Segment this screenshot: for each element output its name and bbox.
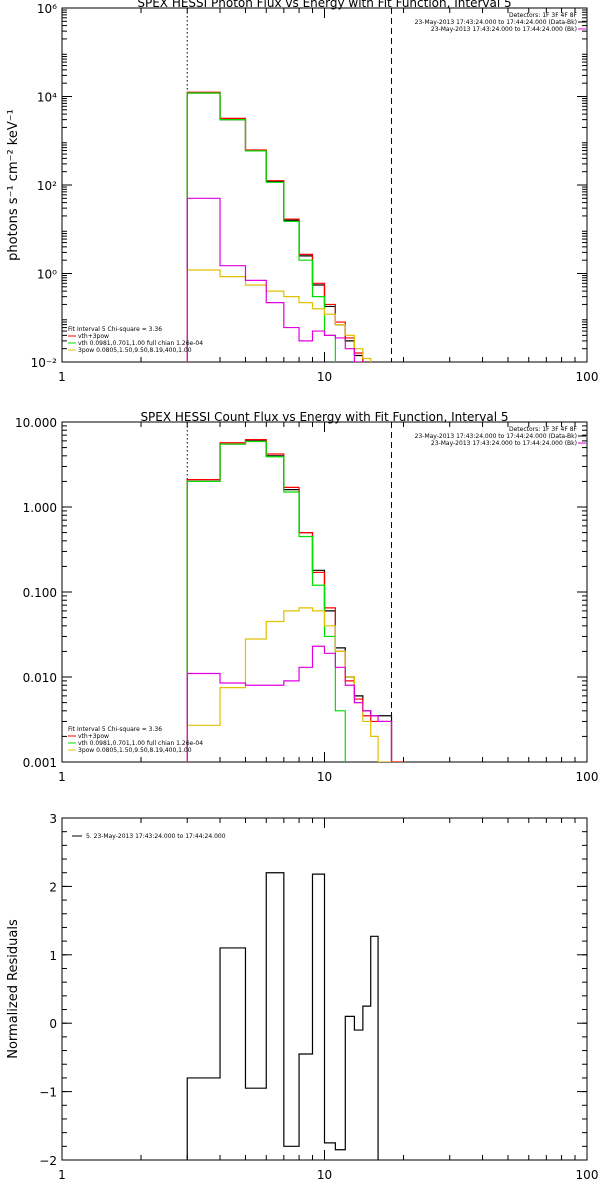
legend-time-range: 23-May-2013 17:43:24.000 to 17:44:24.000… (415, 19, 577, 26)
series-vth-3pow-line (186, 91, 364, 362)
legend-time-range: 23-May-2013 17:43:24.000 to 17:44:24.000… (415, 433, 577, 440)
y-tick-label: 0.100 (23, 586, 57, 600)
x-tick-label: 1 (58, 1168, 66, 1182)
series-3pow-line (186, 269, 372, 362)
legend-entry: 3pow 0.0805,1.50,9.50,8.19,400,1.00 (78, 347, 192, 354)
series-vth-line (186, 440, 346, 762)
legend-entry: vth 0.0981,0.701,1.00 full chian 1.26e-0… (78, 740, 203, 747)
legend-entry: vth+3pow (78, 333, 109, 340)
fit-header: Fit Interval 5 Chi-square = 3.36 (68, 326, 162, 333)
y-tick-label: −1 (39, 1086, 57, 1100)
legend-entry: 5. 23-May-2013 17:43:24.000 to 17:44:24.… (86, 833, 226, 840)
legend-time-range: 23-May-2013 17:43:24.000 to 17:44:24.000… (431, 440, 577, 447)
y-tick-label: 3 (49, 812, 57, 826)
chart-title: SPEX HESSI Photon Flux vs Energy with Fi… (137, 0, 511, 10)
y-tick-label: −2 (39, 1154, 57, 1168)
y-tick-label: 0.001 (23, 756, 57, 770)
series-bkg-line (186, 645, 393, 762)
legend-entry: vth+3pow (78, 733, 109, 740)
series-5-23-may-2013-17-43-24-000-to-17-44-24-000-line (186, 872, 379, 1160)
fit-header: Fit Interval 5 Chi-square = 3.36 (68, 726, 162, 733)
series-data-line (186, 92, 364, 362)
y-tick-label: 0 (49, 1017, 57, 1031)
x-tick-label: 1 (58, 770, 66, 784)
count-flux-panel: SPEX HESSI Count Flux vs Energy with Fit… (15, 410, 599, 784)
photon-flux-panel: SPEX HESSI Photon Flux vs Energy with Fi… (6, 0, 599, 384)
y-tick-label: 2 (49, 880, 57, 894)
series-3pow-line (186, 607, 393, 762)
series-vth-3pow-line (186, 439, 405, 762)
y-axis-label: photons s⁻¹ cm⁻² keV⁻¹ (6, 109, 21, 261)
y-tick-label: 10⁰ (37, 268, 57, 282)
legend-time-range: 23-May-2013 17:43:24.000 to 17:44:24.000… (431, 26, 577, 33)
x-tick-label: 10 (317, 1168, 332, 1182)
x-tick-label: 100 (576, 770, 599, 784)
x-tick-label: 1 (58, 370, 66, 384)
y-tick-label: 10² (37, 179, 57, 193)
x-tick-label: 100 (576, 1168, 599, 1182)
legend-entry: vth 0.0981,0.701,1.00 full chian 1.26e-0… (78, 340, 203, 347)
y-tick-label: 1 (49, 949, 57, 963)
series-data-line (186, 440, 393, 762)
series-vth-line (186, 92, 336, 362)
x-tick-label: 10 (317, 370, 332, 384)
x-tick-label: 10 (317, 770, 332, 784)
detector-label: Detectors: 1F 3F 4F 8F (509, 426, 578, 433)
y-tick-label: 0.010 (23, 671, 57, 685)
y-tick-label: 1.000 (23, 501, 57, 515)
y-tick-label: 10.000 (15, 416, 57, 430)
residuals-panel: Normalized Residuals 1 10 100 −2 −1 0 1 2 3 5. 23-… (6, 812, 598, 1182)
y-axis-label: Normalized Residuals (6, 919, 21, 1059)
y-tick-label: 10⁶ (37, 2, 57, 16)
y-tick-label: 10⁻² (31, 356, 58, 370)
chart-title: SPEX HESSI Count Flux vs Energy with Fit… (140, 410, 508, 424)
x-tick-label: 100 (576, 370, 599, 384)
series-bkg-line (186, 197, 364, 362)
y-tick-label: 10⁴ (37, 91, 57, 105)
detector-label: Detectors: 1F 3F 4F 8F (509, 12, 578, 19)
legend-entry: 3pow 0.0805,1.50,9.50,8.19,400,1.00 (78, 747, 192, 754)
